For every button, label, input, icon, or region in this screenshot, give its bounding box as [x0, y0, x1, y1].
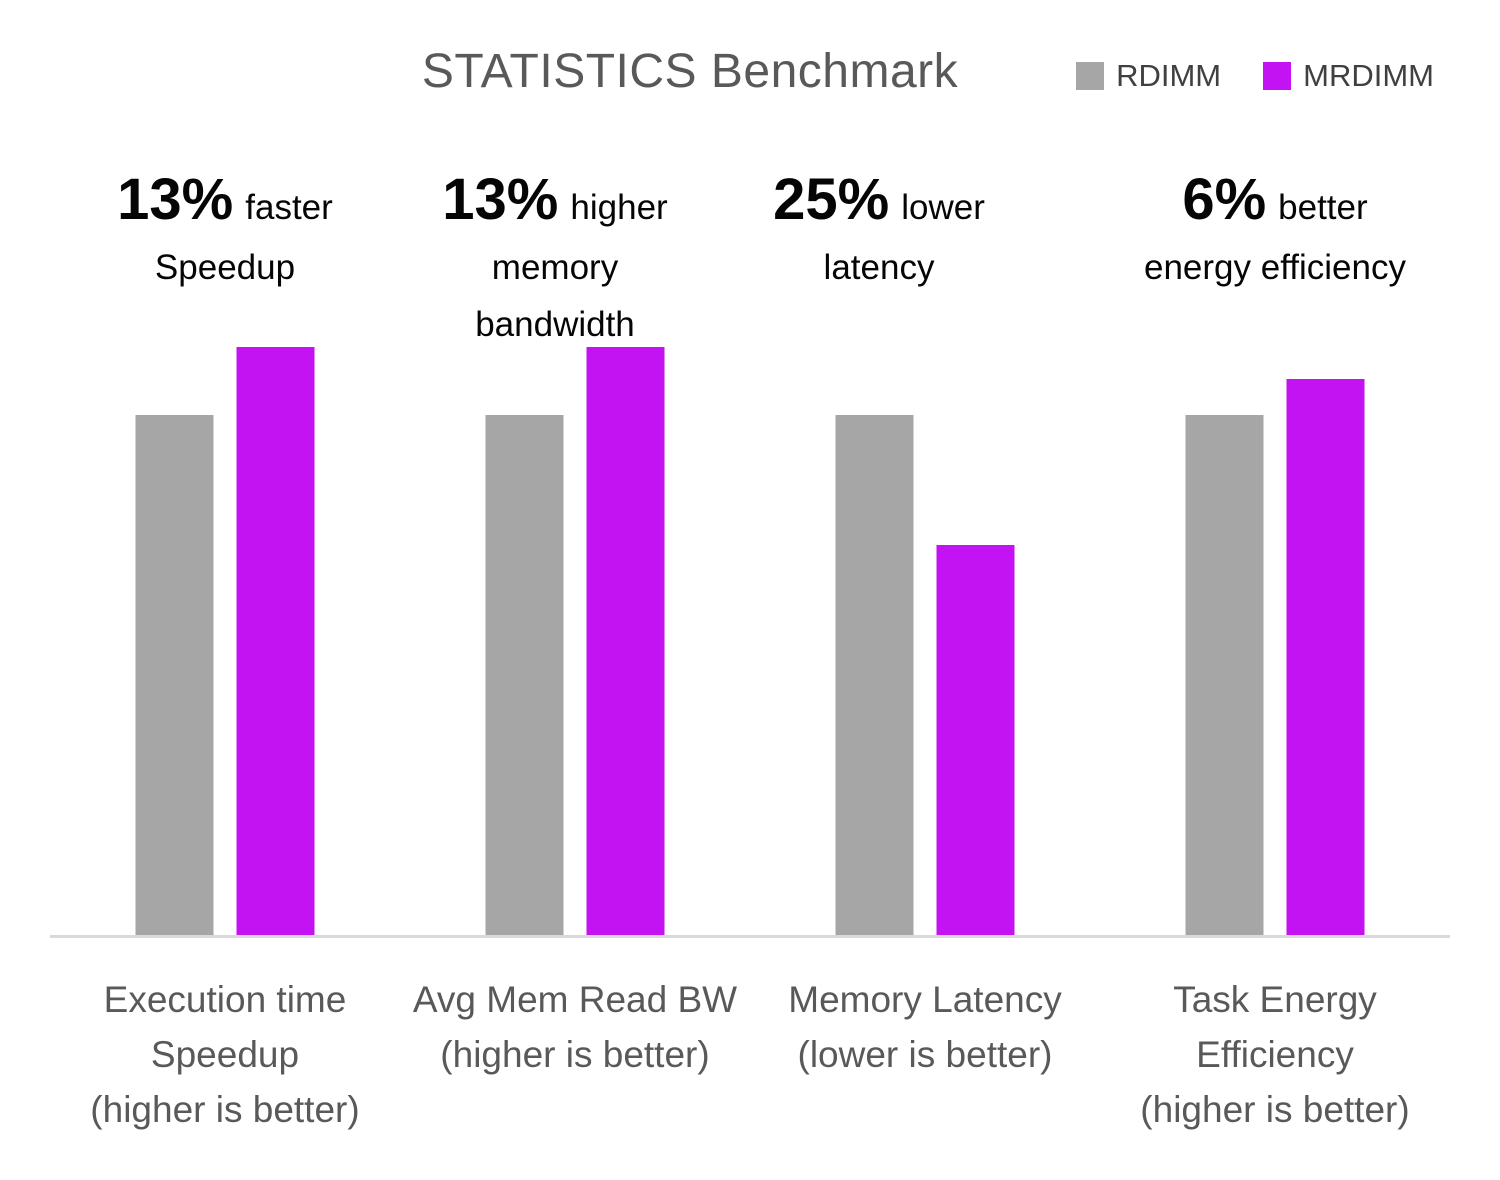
category-label-line: (higher is better) — [1140, 1089, 1410, 1130]
bar-mrdimm — [236, 347, 315, 935]
annotation-suffix: better — [1278, 188, 1368, 227]
annotation-line: energy efficiency — [1143, 248, 1406, 287]
legend-swatch-rdimm — [1076, 62, 1105, 90]
category-label-line: (lower is better) — [797, 1034, 1053, 1075]
bar-pair — [135, 347, 315, 935]
chart-legend: RDIMM MRDIMM — [1076, 58, 1434, 94]
annotation-value: 25% — [773, 167, 890, 232]
annotation-headline: 13% higher — [380, 166, 730, 233]
bar-mrdimm — [1286, 379, 1365, 935]
category-labels: Execution time Speedup (higher is better) A… — [50, 972, 1450, 1137]
category-label: Avg Mem Read BW (higher is better) — [400, 972, 750, 1137]
legend-item-rdimm: RDIMM — [1076, 58, 1221, 94]
annotation-headline: 13% faster — [50, 166, 400, 233]
annotation-line: Speedup — [154, 248, 296, 287]
legend-label: MRDIMM — [1303, 58, 1434, 93]
annotation-line: memory — [491, 248, 619, 287]
legend-item-mrdimm: MRDIMM — [1263, 58, 1434, 94]
chart-title: STATISTICS Benchmark — [421, 45, 959, 98]
bar-rdimm — [835, 415, 914, 935]
bar-mrdimm — [936, 545, 1015, 935]
bar-rdimm — [485, 415, 564, 935]
bar-group: 13% faster Speedup — [50, 0, 400, 935]
legend-label: RDIMM — [1116, 58, 1222, 93]
category-label-line: Execution time — [103, 979, 347, 1020]
bar-rdimm — [1185, 415, 1264, 935]
annotation-suffix: lower — [901, 188, 985, 227]
annotation-value: 6% — [1182, 167, 1267, 232]
bar-rdimm — [135, 415, 214, 935]
annotation-headline: 6% better — [1100, 166, 1450, 233]
category-label-line: Avg Mem Read BW — [412, 979, 738, 1020]
bar-pair — [485, 347, 665, 935]
bar-group: 13% higher memory bandwidth — [400, 0, 750, 935]
bar-pair — [1185, 379, 1365, 935]
annotation-line: latency — [823, 248, 935, 287]
category-label-line: (higher is better) — [440, 1034, 710, 1075]
annotation-value: 13% — [442, 167, 559, 232]
bar-group: 25% lower latency — [750, 0, 1100, 935]
annotation: 13% higher memory bandwidth — [380, 166, 730, 353]
bar-group: 6% better energy efficiency — [1100, 0, 1450, 935]
category-label-line: Efficiency — [1196, 1034, 1354, 1075]
x-axis-line — [50, 935, 1450, 938]
annotation-suffix: faster — [245, 188, 333, 227]
annotation: 13% faster Speedup — [50, 166, 400, 296]
annotation-headline: 25% lower — [704, 166, 1054, 233]
legend-swatch-mrdimm — [1263, 62, 1292, 90]
annotation: 6% better energy efficiency — [1100, 166, 1450, 296]
annotation-value: 13% — [117, 167, 234, 232]
category-label-line: Speedup — [150, 1034, 300, 1075]
bar-mrdimm — [586, 347, 665, 935]
category-label-line: (higher is better) — [90, 1089, 360, 1130]
category-label: Execution time Speedup (higher is better) — [50, 972, 400, 1137]
annotation-suffix: higher — [570, 188, 668, 227]
annotation: 25% lower latency — [704, 166, 1054, 296]
category-label-line: Task Energy — [1173, 979, 1377, 1020]
category-label: Memory Latency (lower is better) — [750, 972, 1100, 1137]
bar-pair — [835, 415, 1015, 935]
annotation-line: bandwidth — [475, 305, 635, 344]
category-label-line: Memory Latency — [788, 979, 1062, 1020]
plot-area: 13% faster Speedup 13% higher memory bandwidth… — [50, 0, 1450, 935]
category-label: Task Energy Efficiency (higher is better) — [1100, 972, 1450, 1137]
